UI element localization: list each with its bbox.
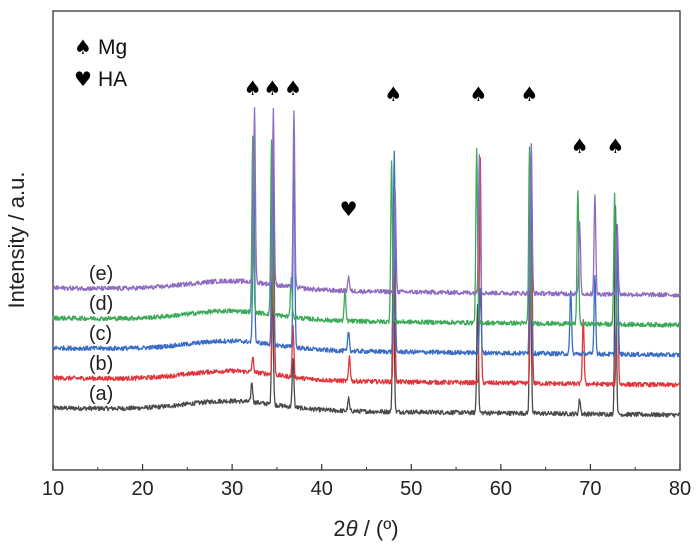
legend-symbol-ha: ♥ xyxy=(74,67,92,91)
mg-peak-marker: ♠ xyxy=(384,82,402,106)
x-axis-label-suffix: / (º) xyxy=(358,516,399,541)
x-tick-label: 10 xyxy=(42,478,64,500)
series-layer xyxy=(52,107,681,418)
x-tick-label: 60 xyxy=(490,478,512,500)
mg-peak-marker: ♠ xyxy=(571,134,589,158)
x-tick-layer: 10 20 30 40 50 60 70 80 xyxy=(42,464,691,500)
peak-marker-layer: ♠ ♠ ♠♥♠ ♠ ♠♠ ♠ xyxy=(244,76,625,221)
mg-peak-marker: ♠ xyxy=(469,82,487,106)
mg-peak-marker: ♠ xyxy=(521,82,539,106)
series-line-b xyxy=(52,156,681,388)
curve-label-c: (c) xyxy=(89,323,112,345)
x-tick-label: 80 xyxy=(669,478,691,500)
legend-label-mg: Mg xyxy=(98,36,127,59)
mg-peak-marker: ♠ xyxy=(244,76,262,100)
series-line-a xyxy=(52,205,681,418)
curve-label-layer: (a) (b) (c) (d) (e) xyxy=(89,263,113,405)
x-axis-label: 2θ / (º) xyxy=(333,516,398,541)
legend: ♠ Mg ♥ HA xyxy=(74,35,127,91)
curve-label-e: (e) xyxy=(89,263,113,285)
legend-label-ha: HA xyxy=(98,68,127,91)
series-line-c xyxy=(52,139,681,358)
x-tick-label: 30 xyxy=(221,478,243,500)
mg-peak-marker: ♠ xyxy=(284,76,302,100)
series-line-e xyxy=(52,107,681,298)
x-axis-label-prefix: 2 xyxy=(333,516,345,541)
y-axis-label: Intensity / a.u. xyxy=(4,172,29,309)
curve-label-b: (b) xyxy=(89,353,113,375)
x-tick-label: 70 xyxy=(579,478,601,500)
curve-label-d: (d) xyxy=(89,293,113,315)
ha-peak-marker: ♥ xyxy=(340,197,358,221)
mg-peak-marker: ♠ xyxy=(263,76,281,100)
x-tick-label: 50 xyxy=(400,478,422,500)
series-line-d xyxy=(52,135,681,328)
curve-label-a: (a) xyxy=(89,383,113,405)
legend-symbol-mg: ♠ xyxy=(74,35,92,59)
plot-frame xyxy=(52,10,681,471)
x-axis-label-theta: θ xyxy=(346,516,358,541)
x-tick-label: 40 xyxy=(311,478,333,500)
mg-peak-marker: ♠ xyxy=(607,134,625,158)
x-tick-label: 20 xyxy=(131,478,153,500)
